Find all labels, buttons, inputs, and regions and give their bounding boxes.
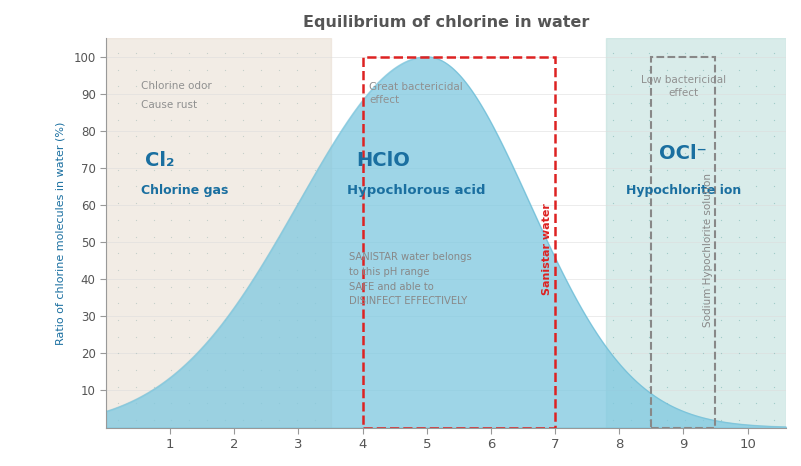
Bar — [106, 38, 331, 428]
Text: Chlorine odor: Chlorine odor — [141, 82, 212, 91]
Text: Sodium Hypochlorite solution: Sodium Hypochlorite solution — [702, 172, 713, 327]
Text: OCl⁻: OCl⁻ — [659, 144, 707, 163]
Text: Hypochlorous acid: Hypochlorous acid — [347, 184, 485, 197]
Text: Chlorine gas: Chlorine gas — [141, 184, 229, 197]
Text: Cl₂: Cl₂ — [144, 151, 174, 170]
Text: Sanistar water: Sanistar water — [542, 204, 553, 295]
Bar — [606, 38, 786, 428]
Text: Great bactericidal
effect: Great bactericidal effect — [369, 82, 463, 105]
Text: Cause rust: Cause rust — [141, 100, 198, 110]
Title: Equilibrium of chlorine in water: Equilibrium of chlorine in water — [303, 15, 590, 30]
Y-axis label: Ratio of chlorine molecules in water (%): Ratio of chlorine molecules in water (%) — [55, 121, 65, 344]
Text: SANISTAR water belongs
to this pH range
SAFE and able to
DISINFECT EFFECTIVELY: SANISTAR water belongs to this pH range … — [348, 252, 471, 307]
Bar — [363, 57, 555, 428]
Text: HClO: HClO — [356, 151, 410, 170]
Bar — [651, 57, 715, 428]
Text: Hypochlorite ion: Hypochlorite ion — [626, 184, 741, 197]
Text: Low bactericidal
effect: Low bactericidal effect — [641, 75, 726, 98]
